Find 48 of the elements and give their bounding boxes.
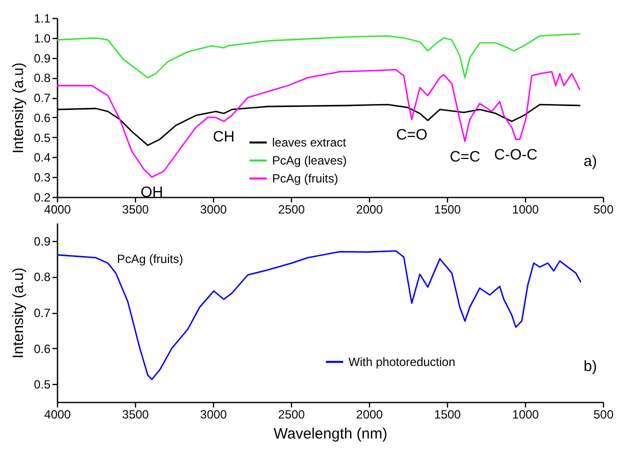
x-tick-label: 2500 — [278, 408, 306, 422]
annotation: OH — [140, 184, 164, 202]
text: a) — [584, 153, 597, 170]
x-axis-title: Wavelength (nm) — [274, 426, 388, 442]
y-tick-label: 0.3 — [34, 170, 51, 185]
y-tick-label: 0.9 — [34, 234, 51, 248]
legend-label: PcAg (leaves) — [272, 154, 347, 168]
x-tick-label: 2000 — [356, 202, 384, 216]
annotation: CH — [212, 128, 235, 146]
y-tick-label: 0.4 — [34, 150, 51, 165]
y-axis-title: Intensity (a.u) — [10, 62, 27, 154]
x-tick-label: 4000 — [44, 408, 72, 422]
y-tick-label: 0.5 — [34, 130, 51, 145]
legend-label: leaves extract — [272, 136, 347, 150]
x-tick-label: 1500 — [434, 202, 462, 216]
y-tick-label: 0.6 — [34, 342, 51, 356]
x-tick-label: 1000 — [512, 202, 540, 216]
legend-label: With photoreduction — [348, 354, 456, 369]
x-tick-label: 4000 — [44, 202, 72, 216]
annotation: C=O — [396, 126, 428, 144]
x-tick-label: 2000 — [356, 408, 384, 422]
y-tick-label: 0.6 — [34, 110, 51, 125]
x-tick-label: 2500 — [278, 202, 306, 216]
y-tick-label: 0.7 — [34, 91, 51, 106]
y-tick-label: 0.9 — [34, 51, 51, 66]
y-tick-label: 0.8 — [34, 270, 51, 284]
y-axis-title: Intensity (a.u) — [10, 268, 27, 358]
legend-label: PcAg (fruits) — [272, 172, 338, 186]
x-tick-label: 1000 — [512, 408, 540, 422]
line-series — [57, 250, 582, 380]
x-tick-label: 500 — [593, 202, 614, 216]
annotation: C-O-C — [494, 146, 538, 164]
x-tick-label: 500 — [593, 408, 614, 422]
y-tick-label: 0.5 — [34, 378, 51, 392]
y-tick-label: 0.8 — [34, 71, 51, 86]
text: b) — [584, 358, 597, 376]
x-tick-label: 1500 — [434, 408, 462, 422]
y-tick-label: 0.2 — [34, 190, 51, 204]
x-tick-label: 3500 — [122, 202, 150, 216]
text: PcAg (fruits) — [117, 252, 184, 266]
x-tick-label: 3000 — [200, 408, 228, 422]
x-tick-label: 3000 — [200, 202, 228, 216]
y-tick-label: 1.0 — [34, 31, 51, 46]
y-tick-label: 0.7 — [34, 306, 51, 320]
line-series — [57, 33, 580, 78]
y-tick-label: 1.1 — [34, 12, 51, 26]
annotation: C=C — [450, 148, 480, 166]
x-tick-label: 3500 — [122, 408, 150, 422]
